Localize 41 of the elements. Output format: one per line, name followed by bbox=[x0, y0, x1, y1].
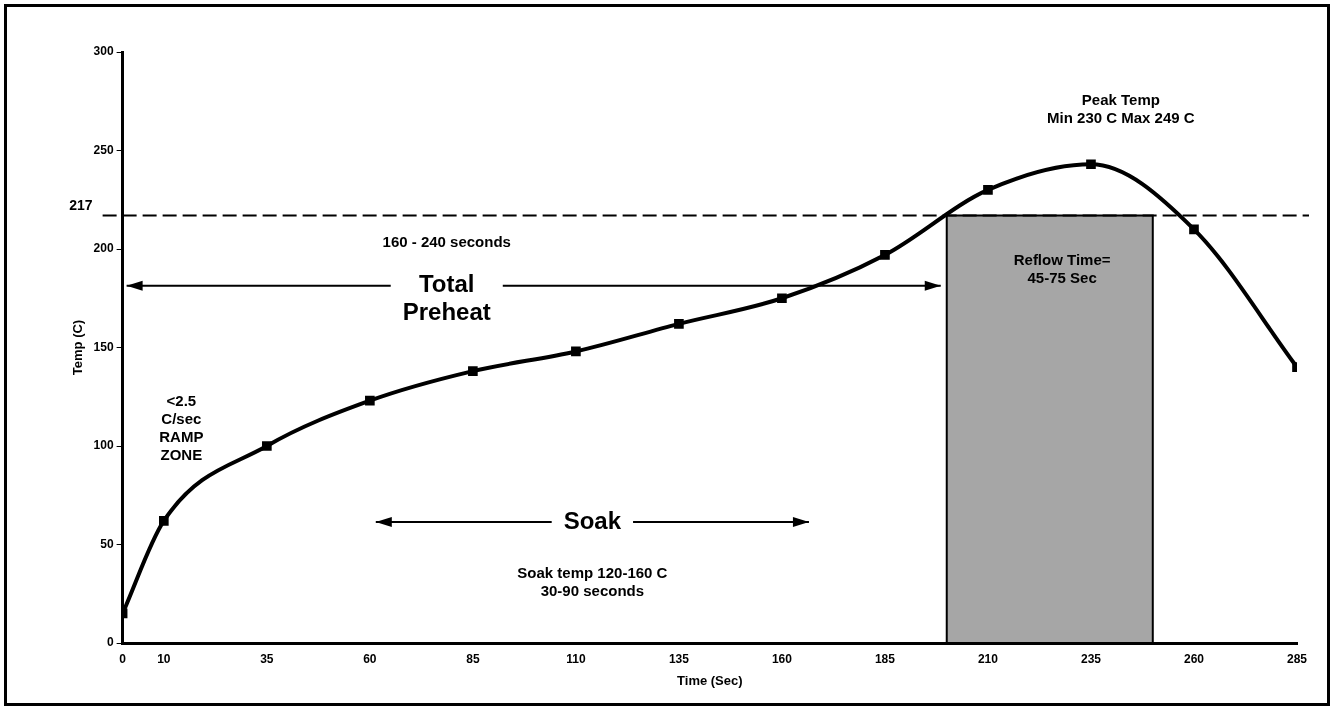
x-tick-label: 85 bbox=[466, 651, 480, 666]
annotation: Soak bbox=[563, 506, 622, 534]
x-tick-label: 210 bbox=[977, 651, 999, 666]
x-tick-label: 60 bbox=[363, 651, 377, 666]
y-tick-label: 250 bbox=[93, 142, 114, 157]
x-axis-title: Time (Sec) bbox=[677, 672, 743, 688]
y-tick-label: 0 bbox=[106, 635, 114, 650]
point bbox=[983, 185, 993, 195]
x-tick-label: 0 bbox=[119, 651, 127, 666]
annotation: 160 - 240 seconds bbox=[382, 232, 511, 250]
point bbox=[365, 395, 375, 406]
x-tick-label: 235 bbox=[1080, 651, 1102, 666]
annotation: Total Preheat bbox=[402, 270, 491, 326]
point bbox=[571, 346, 581, 357]
y-tick-label: 50 bbox=[100, 536, 114, 551]
annotation: Soak temp 120-160 C 30-90 seconds bbox=[517, 563, 668, 599]
x-tick-label: 110 bbox=[566, 651, 586, 666]
point bbox=[880, 250, 890, 260]
point bbox=[468, 366, 478, 376]
x-tick-label: 135 bbox=[668, 651, 690, 666]
y-tick-label: 150 bbox=[93, 339, 114, 354]
point bbox=[1086, 159, 1096, 170]
annotation: Peak Temp Min 230 C Max 249 C bbox=[1047, 91, 1195, 127]
point bbox=[777, 293, 787, 304]
y-tick-label: 200 bbox=[93, 241, 114, 256]
y-tick-label: 100 bbox=[93, 438, 114, 453]
x-tick-label: 185 bbox=[874, 651, 896, 666]
x-tick-label: 160 bbox=[771, 651, 793, 666]
ref-line-label: 217 bbox=[69, 197, 93, 214]
point bbox=[674, 319, 684, 329]
point bbox=[1189, 224, 1199, 235]
annotation: <2.5 C/sec RAMP ZONE bbox=[159, 392, 204, 464]
point bbox=[159, 516, 169, 526]
y-tick-label: 300 bbox=[93, 44, 114, 59]
x-tick-label: 10 bbox=[157, 651, 171, 666]
x-tick-label: 260 bbox=[1183, 651, 1205, 666]
x-tick-label: 285 bbox=[1286, 651, 1308, 666]
point bbox=[262, 441, 272, 451]
y-axis-title: Temp (C) bbox=[70, 319, 86, 376]
annotation: Reflow Time= 45-75 Sec bbox=[1013, 250, 1111, 286]
x-tick-label: 35 bbox=[260, 651, 274, 666]
